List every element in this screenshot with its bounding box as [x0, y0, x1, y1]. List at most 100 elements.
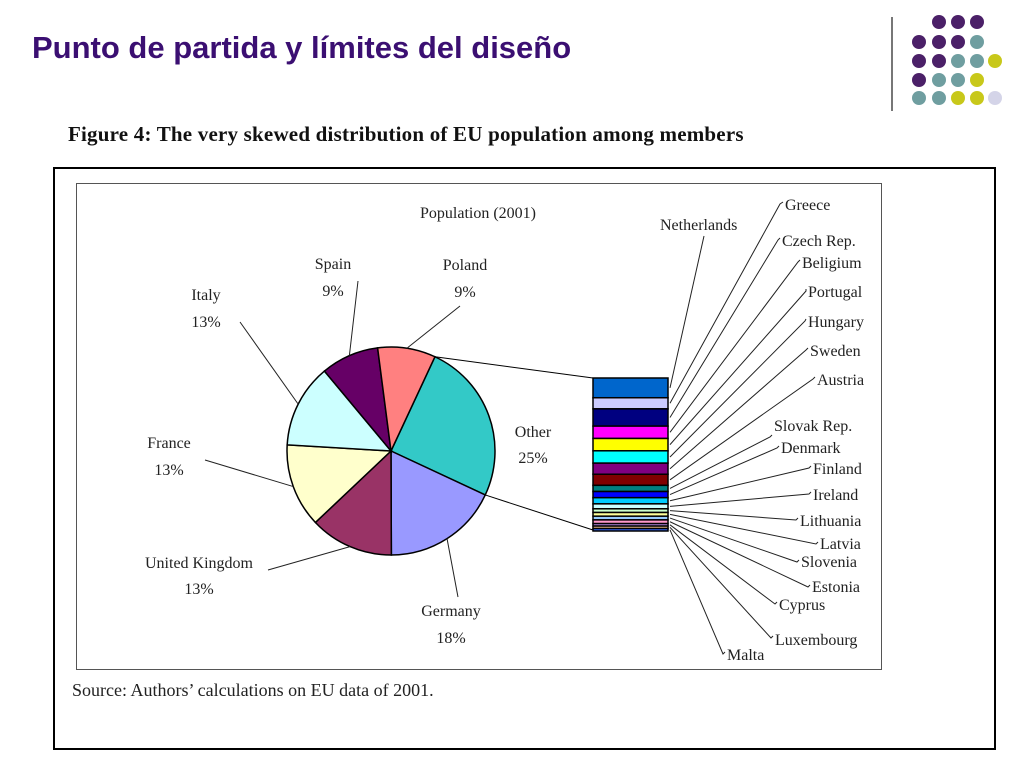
leader-line-sweden [669, 347, 809, 470]
slice-label-other: Other [515, 424, 552, 441]
breakdown-label-cyprus: Cyprus [779, 597, 825, 614]
slice-label-france: France [147, 435, 191, 452]
bar-segment-portugal [592, 437, 669, 452]
bar-segment-denmark [592, 490, 669, 499]
leader-line-hungary [669, 318, 807, 458]
leader-line-latvia [669, 513, 819, 545]
leader-line-malta [669, 529, 726, 655]
bar-segment-greece [592, 396, 669, 410]
leader-line-czech-rep [669, 237, 781, 418]
leader-line-poland [406, 305, 461, 349]
pie-slice-other [390, 355, 496, 496]
leader-line-italy [239, 321, 299, 405]
leader-line-spain [348, 280, 359, 356]
bar-segment-austria [592, 473, 669, 487]
bar-segment-sweden [592, 462, 669, 475]
decorative-dot [912, 73, 926, 87]
decorative-dot [912, 35, 926, 49]
chart-title: Population (2001) [420, 205, 536, 222]
breakdown-label-czech-rep: Czech Rep. [782, 233, 856, 250]
decorative-dot [951, 15, 965, 29]
breakdown-label-lithuania: Lithuania [800, 513, 861, 530]
bar-segment-hungary [592, 450, 669, 464]
breakdown-label-ireland: Ireland [813, 487, 858, 504]
leader-line-finland [669, 465, 812, 502]
connector-line-bottom [485, 494, 594, 531]
breakdown-bar: Netherlands Greece Czech Rep. Beligium Portu… [592, 197, 864, 664]
source-note: Source: Authors’ calculations on EU data… [72, 680, 434, 700]
figure-caption: Figure 4: The very skewed distribution o… [68, 122, 744, 146]
decorative-dot [970, 91, 984, 105]
breakdown-label-greece: Greece [785, 197, 830, 214]
pie-slice-germany [390, 449, 487, 556]
breakdown-label-beligium: Beligium [802, 255, 862, 272]
bar-segment-czech-rep [592, 408, 669, 427]
leader-line-france [204, 459, 294, 488]
breakdown-label-malta: Malta [727, 647, 764, 664]
slice-value-poland: 9% [454, 284, 475, 301]
pie: Other 25% Germany 18% United Kingdom 13% Franc… [145, 256, 594, 647]
decorative-dot [951, 91, 965, 105]
breakdown-label-hungary: Hungary [808, 314, 864, 331]
slice-label-germany: Germany [421, 603, 481, 620]
breakdown-label-slovenia: Slovenia [801, 554, 857, 571]
breakdown-label-denmark: Denmark [781, 440, 841, 457]
connector-line-top [434, 356, 594, 379]
breakdown-label-netherlands: Netherlands [660, 217, 737, 234]
leader-line-beligium [669, 259, 801, 433]
decorative-dot [932, 15, 946, 29]
decorative-dot [970, 35, 984, 49]
breakdown-label-sweden: Sweden [810, 343, 861, 360]
breakdown-label-portugal: Portugal [808, 284, 863, 301]
breakdown-label-austria: Austria [817, 372, 864, 389]
breakdown-label-estonia: Estonia [812, 579, 860, 596]
breakdown-label-slovak-rep: Slovak Rep. [774, 418, 852, 435]
slice-value-germany: 18% [436, 630, 465, 647]
slice-label-spain: Spain [315, 256, 351, 273]
bar-segment-malta [592, 527, 669, 532]
decorative-dot [932, 35, 946, 49]
slice-label-poland: Poland [443, 257, 487, 274]
leader-line-denmark [669, 445, 780, 496]
leader-line-ireland [669, 491, 812, 507]
header-divider [891, 17, 893, 111]
decorative-dot [912, 54, 926, 68]
pie-slice-italy [286, 370, 393, 452]
leader-line-slovak-rep [669, 434, 773, 489]
bar-segment-beligium [592, 425, 669, 440]
pie-slice-poland [376, 346, 436, 454]
decorative-dot-grid [912, 15, 1002, 105]
decorative-dot [988, 91, 1002, 105]
leader-line-lithuania [669, 510, 799, 521]
decorative-dot [951, 73, 965, 87]
slice-value-other: 25% [518, 450, 547, 467]
bar-segment-slovak-rep [592, 484, 669, 493]
decorative-dot [970, 73, 984, 87]
slice-value-france: 13% [154, 462, 183, 479]
leader-line-slovenia [669, 517, 800, 563]
breakdown-label-latvia: Latvia [820, 536, 861, 553]
slice-label-united-kingdom: United Kingdom [145, 555, 254, 572]
slice-value-united-kingdom: 13% [184, 581, 213, 598]
breakdown-label-luxembourg: Luxembourg [775, 632, 857, 649]
leader-line-netherlands [669, 235, 705, 388]
decorative-dot [932, 91, 946, 105]
decorative-dot [970, 15, 984, 29]
decorative-dot [970, 54, 984, 68]
leader-line-germany [446, 538, 459, 598]
leader-line-portugal [669, 289, 807, 445]
slice-label-italy: Italy [191, 287, 220, 304]
decorative-dot [988, 54, 1002, 68]
figure-frame [53, 167, 996, 750]
leader-line-greece [669, 201, 784, 404]
slice-value-spain: 9% [322, 283, 343, 300]
decorative-dot [932, 54, 946, 68]
slide-title: Punto de partida y límites del diseño [32, 30, 572, 65]
bar-segment-finland [592, 496, 669, 505]
decorative-dot [912, 91, 926, 105]
plot-area-frame [76, 183, 882, 670]
slice-value-italy: 13% [191, 314, 220, 331]
decorative-dot [951, 35, 965, 49]
leader-line-luxembourg [669, 526, 774, 639]
decorative-dot [951, 54, 965, 68]
